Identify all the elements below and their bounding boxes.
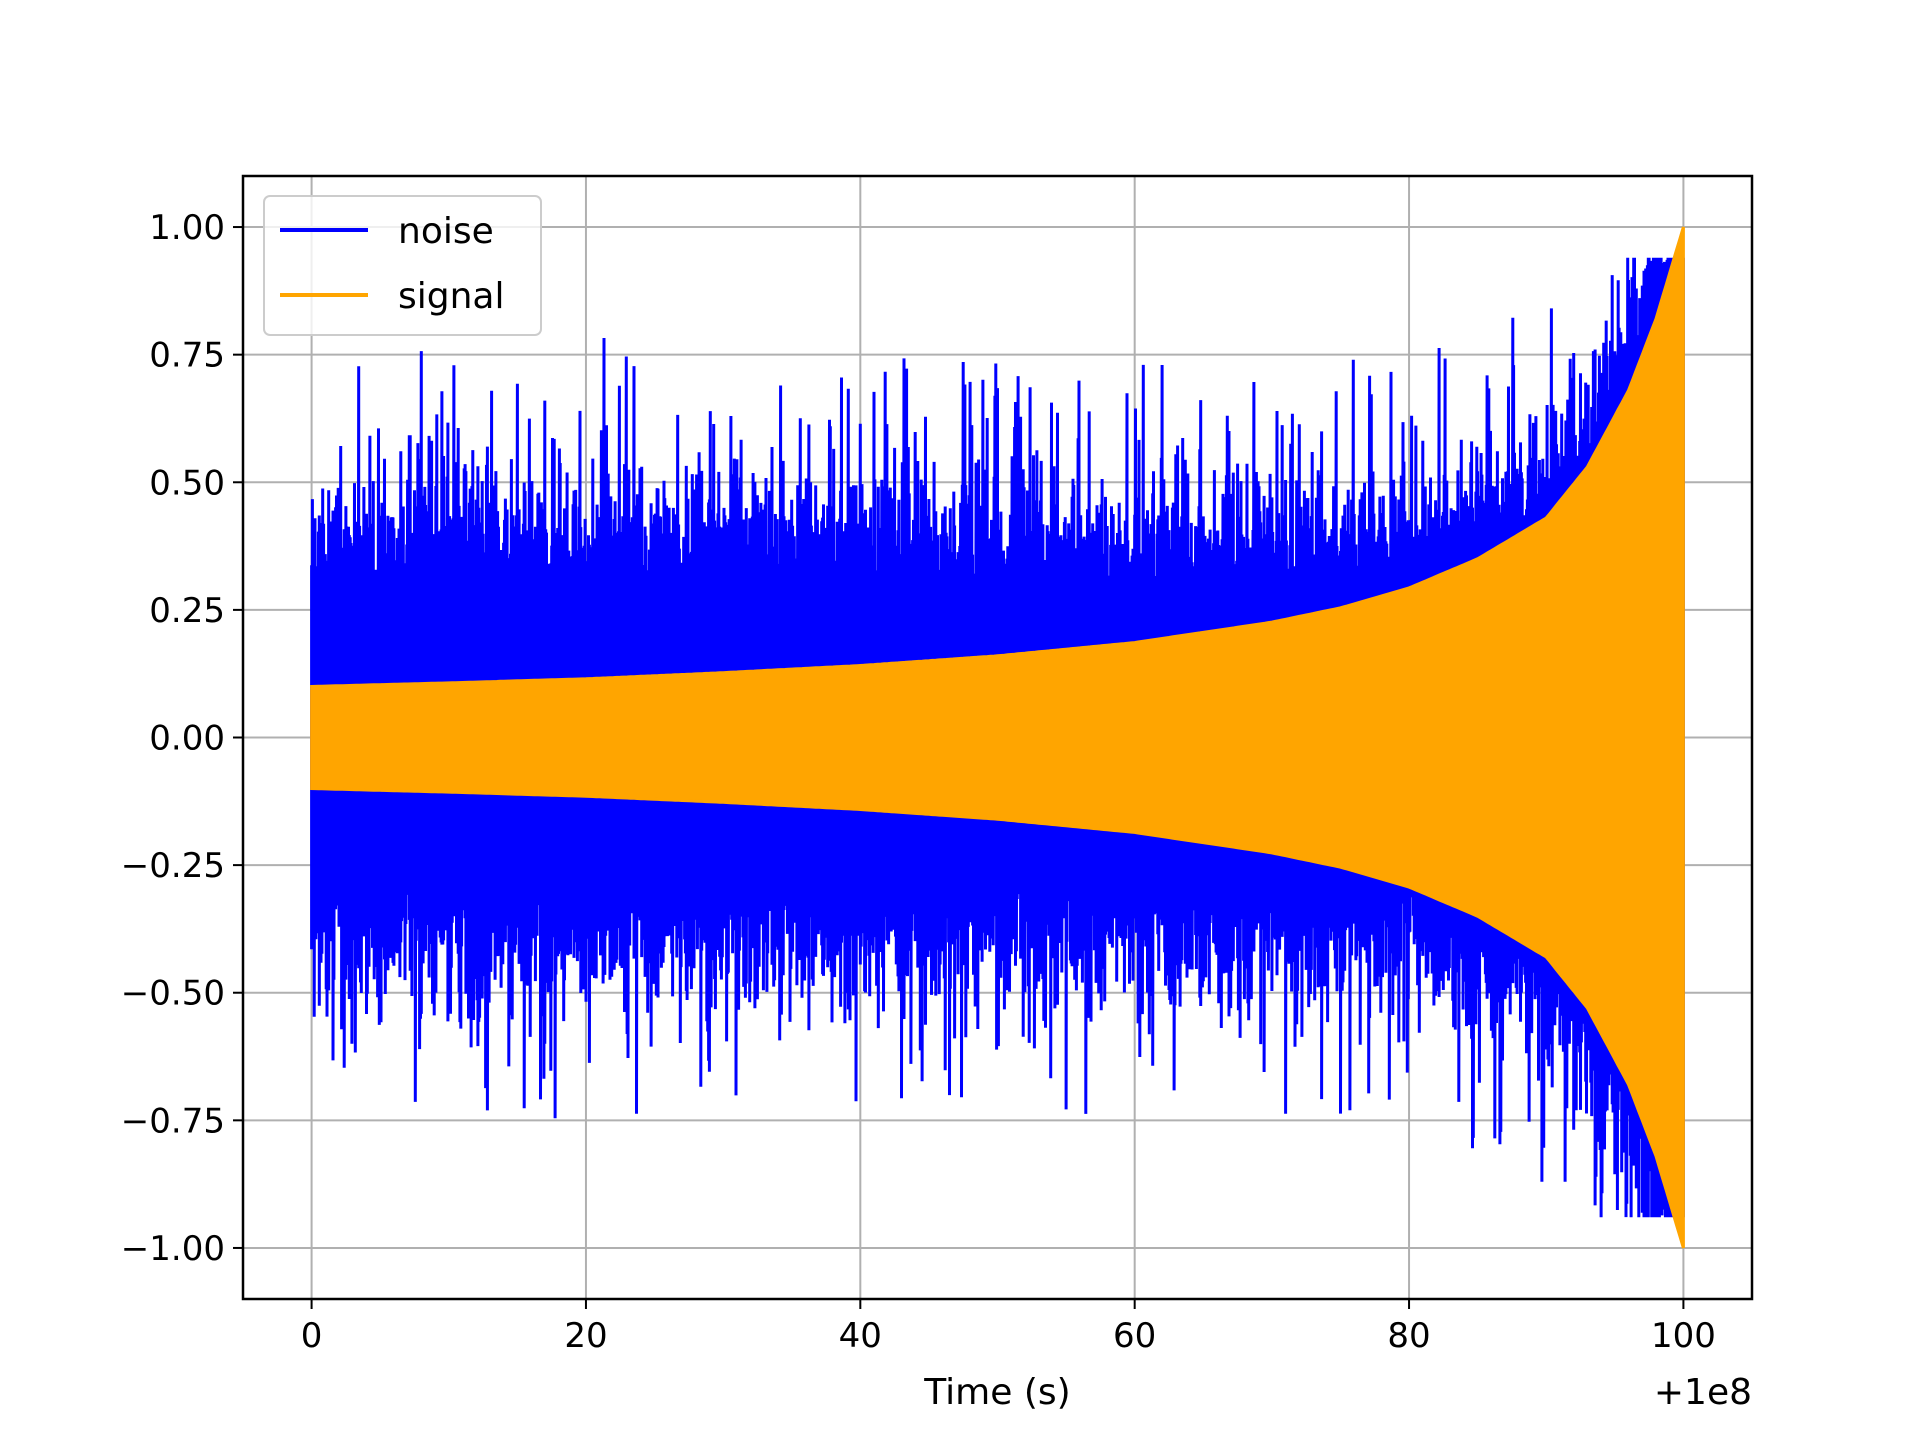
y-tick-label: −0.75 [121, 1101, 225, 1141]
x-tick-label: 0 [301, 1316, 323, 1356]
x-tick-label: 80 [1387, 1316, 1430, 1356]
x-tick-label: 60 [1113, 1316, 1156, 1356]
legend-noise-label: noise [398, 211, 494, 252]
y-tick-label: 0.00 [149, 719, 225, 759]
y-tick-label: 0.75 [149, 336, 225, 376]
y-tick-label: 1.00 [149, 208, 225, 248]
x-tick-label: 20 [564, 1316, 607, 1356]
y-tick-label: −0.25 [121, 846, 225, 886]
signal-series [310, 226, 1685, 1249]
signal-area [310, 226, 1685, 1249]
y-tick-label: 0.50 [149, 463, 225, 503]
x-axis-label: Time (s) [923, 1372, 1070, 1413]
legend: noise signal [263, 195, 542, 336]
legend-signal-label: signal [398, 276, 505, 317]
y-tick-label: −0.50 [121, 974, 225, 1014]
axis-ticks: 0 20 40 60 80 100 −1.00 −0.75 −0.50 −0.25 0.00 0.25… [121, 208, 1716, 1356]
x-tick-label: 40 [839, 1316, 882, 1356]
y-tick-label: 0.25 [149, 591, 225, 631]
x-tick-label: 100 [1651, 1316, 1716, 1356]
x-axis-offset-label: +1e8 [1654, 1372, 1752, 1413]
y-tick-label: −1.00 [121, 1229, 225, 1269]
